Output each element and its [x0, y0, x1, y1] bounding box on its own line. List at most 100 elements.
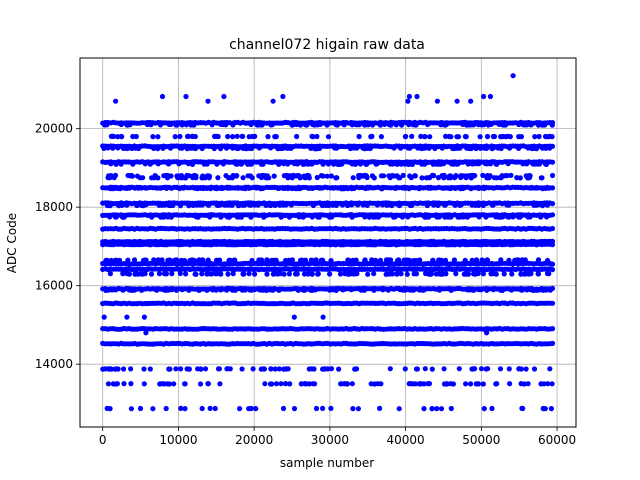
x-tick-label: 40000 [387, 433, 425, 447]
data-point [440, 185, 446, 191]
data-point [447, 175, 454, 181]
data-point [163, 185, 170, 191]
data-point [366, 214, 372, 220]
data-point [549, 172, 556, 179]
data-point [491, 185, 497, 191]
data-point [126, 271, 132, 277]
data-point [183, 122, 189, 128]
data-point [157, 202, 163, 208]
data-point [291, 314, 297, 320]
data-point [264, 271, 270, 277]
data-point [241, 271, 247, 277]
data-point [269, 381, 275, 387]
data-point [337, 271, 344, 277]
data-point [178, 366, 184, 372]
data-point [107, 186, 114, 192]
data-point [443, 122, 449, 128]
data-point [488, 121, 494, 127]
data-point [362, 146, 368, 152]
data-point [528, 271, 534, 277]
data-point [285, 185, 291, 192]
data-point [142, 161, 148, 167]
y-tick-label: 20000 [35, 122, 73, 136]
data-point [238, 161, 244, 167]
data-point [124, 185, 130, 191]
data-point [294, 121, 300, 128]
data-point [202, 366, 209, 372]
data-point [435, 175, 442, 181]
data-point [454, 98, 460, 104]
data-point [107, 271, 113, 277]
data-point [281, 271, 287, 277]
data-point [108, 161, 114, 167]
data-point [217, 381, 223, 387]
x-tick-label: 10000 [159, 433, 197, 447]
data-point [225, 271, 231, 277]
data-point [182, 257, 188, 264]
data-point [342, 271, 348, 277]
data-point [258, 174, 265, 181]
data-point [328, 258, 334, 264]
data-point [487, 161, 494, 167]
data-point [207, 405, 213, 411]
data-point [120, 287, 126, 293]
data-point [235, 185, 241, 191]
data-point [341, 122, 347, 128]
data-point [149, 214, 155, 220]
data-point [539, 175, 545, 181]
data-point [330, 202, 336, 208]
data-point [426, 185, 432, 191]
data-point [516, 366, 523, 372]
data-point [477, 134, 483, 140]
data-point [400, 185, 406, 191]
data-point [113, 161, 119, 167]
data-point [105, 145, 111, 151]
data-point [434, 161, 440, 167]
data-point [197, 287, 203, 293]
data-point [296, 214, 302, 220]
data-point [169, 287, 175, 293]
data-point [240, 133, 246, 139]
data-point [136, 145, 142, 152]
data-point [413, 257, 419, 264]
data-point [521, 122, 527, 128]
data-point [549, 326, 556, 332]
data-point [500, 214, 506, 220]
data-point [141, 381, 147, 387]
data-point [379, 185, 385, 191]
data-point [139, 287, 145, 293]
data-point [245, 173, 251, 179]
data-point [151, 257, 157, 263]
data-point [405, 98, 411, 104]
data-point [308, 145, 314, 151]
data-point [268, 145, 274, 151]
data-point [249, 175, 255, 181]
data-point [185, 161, 192, 167]
data-point [334, 175, 340, 181]
data-point [364, 161, 370, 167]
data-point [314, 133, 320, 140]
data-point [317, 121, 323, 127]
data-point [243, 146, 249, 152]
data-point [159, 93, 166, 100]
data-point [182, 381, 188, 387]
data-point [430, 257, 436, 263]
data-point [182, 406, 188, 412]
data-point [471, 122, 477, 128]
data-point [454, 134, 460, 140]
data-point [506, 366, 512, 372]
data-point [281, 366, 287, 372]
data-point [349, 202, 355, 208]
plot-frame [79, 57, 577, 428]
data-point [179, 175, 185, 181]
data-point [476, 202, 482, 208]
data-point [414, 93, 420, 100]
data-point [468, 186, 474, 192]
data-point [479, 122, 485, 128]
data-point [536, 133, 542, 140]
data-point [283, 202, 289, 208]
data-point [516, 121, 522, 128]
data-point [382, 121, 388, 127]
data-point [544, 270, 551, 277]
data-point [289, 122, 295, 128]
